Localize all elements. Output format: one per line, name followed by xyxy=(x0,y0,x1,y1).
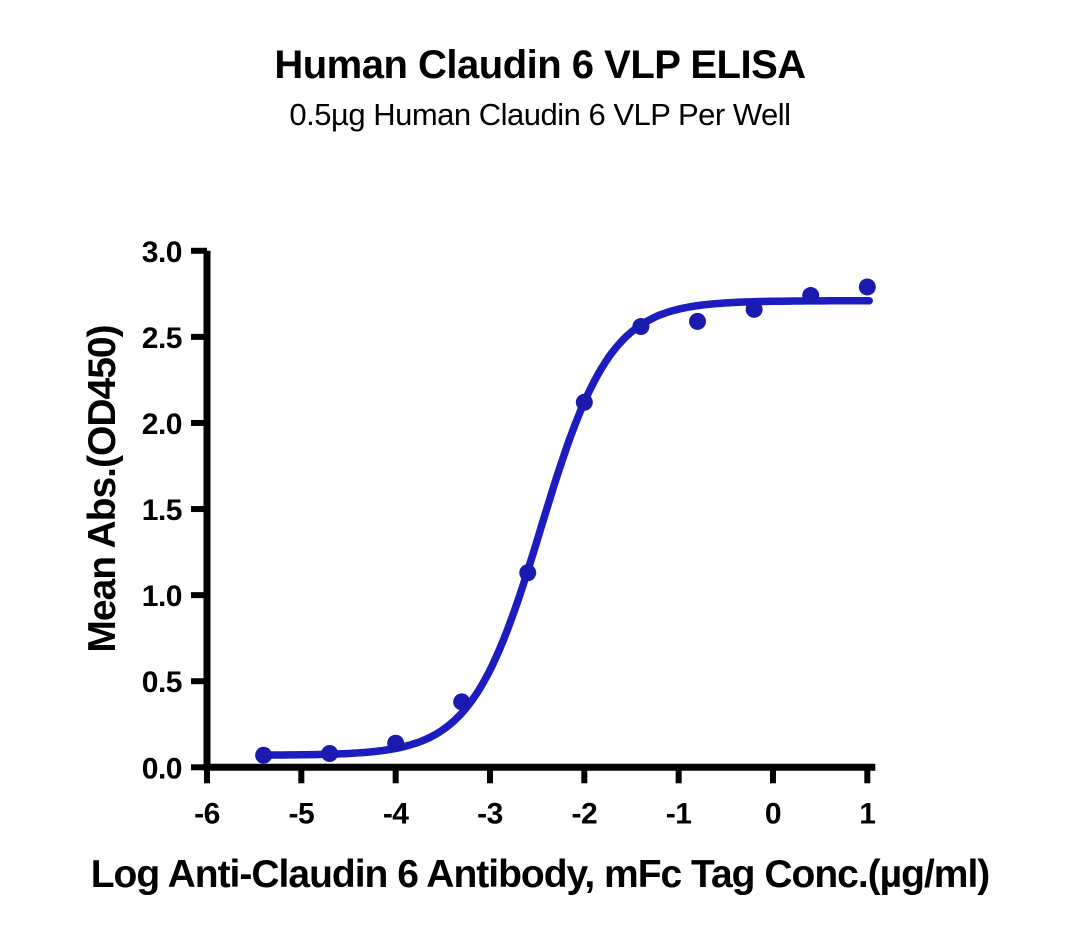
data-point xyxy=(858,278,876,296)
x-tick-label: -3 xyxy=(477,797,503,830)
x-tick-label: -1 xyxy=(666,797,692,830)
x-tick-label: -5 xyxy=(288,797,314,830)
y-tick-label: 0.0 xyxy=(142,752,182,785)
data-point xyxy=(802,287,820,305)
data-point xyxy=(387,734,405,752)
y-tick-label: 0.5 xyxy=(142,666,182,699)
x-axis-title: Log Anti-Claudin 6 Antibody, mFc Tag Con… xyxy=(90,853,991,896)
x-tick-label: -2 xyxy=(571,797,597,830)
data-point xyxy=(321,745,339,763)
data-point xyxy=(745,300,763,318)
data-point xyxy=(575,393,593,411)
axis-lines xyxy=(203,250,876,771)
data-point xyxy=(255,746,273,764)
x-tick-label: -4 xyxy=(383,797,409,830)
fit-curve xyxy=(257,297,873,759)
y-axis-title: Mean Abs.(OD450) xyxy=(81,325,124,653)
x-tick-label: 0 xyxy=(765,797,781,830)
y-tick-label: 2.5 xyxy=(142,322,182,355)
data-point xyxy=(519,564,537,582)
y-tick-label: 3.0 xyxy=(142,236,182,269)
x-tick-label: -6 xyxy=(194,797,220,830)
y-tick-label: 1.0 xyxy=(142,580,182,613)
chart-title: Human Claudin 6 VLP ELISA xyxy=(274,43,806,87)
y-tick-label: 2.0 xyxy=(142,408,182,441)
x-tick-label: 1 xyxy=(859,797,875,830)
data-point xyxy=(453,693,471,711)
data-point xyxy=(632,318,650,336)
y-tick-label: 1.5 xyxy=(142,494,182,527)
chart-subtitle: 0.5µg Human Claudin 6 VLP Per Well xyxy=(289,97,791,132)
data-point xyxy=(689,312,707,330)
